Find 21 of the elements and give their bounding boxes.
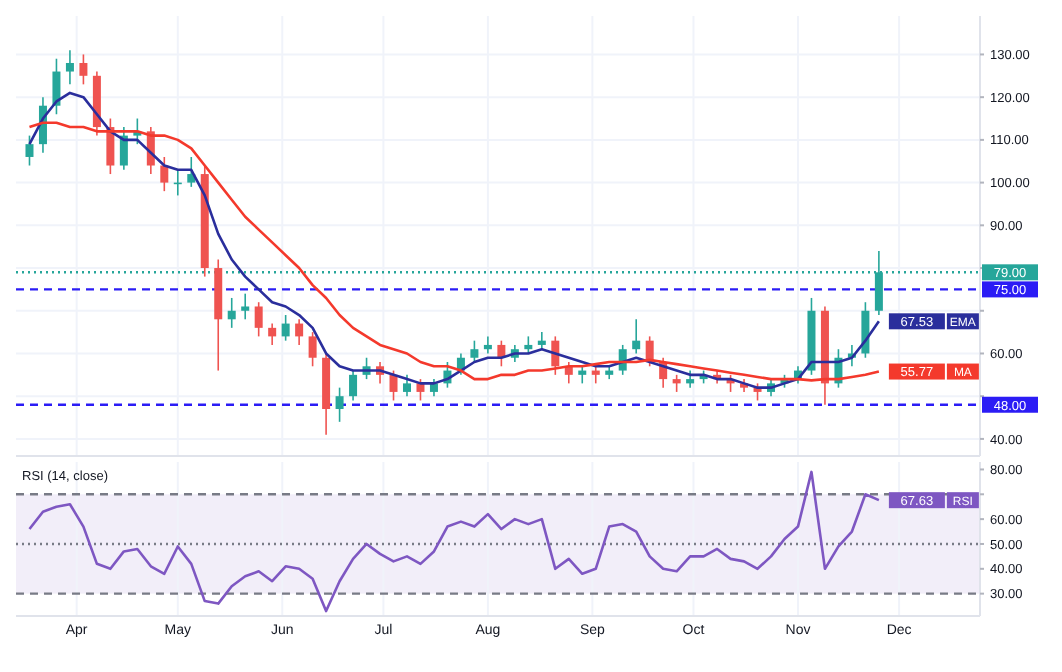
candlestick — [52, 57, 61, 116]
candlestick — [470, 339, 479, 363]
candlestick — [632, 318, 641, 355]
candlestick — [241, 292, 250, 321]
candlestick — [160, 156, 169, 192]
candlestick — [65, 49, 74, 86]
candlestick — [295, 318, 304, 346]
candlestick — [281, 314, 290, 342]
candlestick — [308, 331, 317, 368]
candlestick — [389, 369, 398, 402]
candlestick — [483, 335, 492, 355]
candlestick — [227, 297, 236, 329]
candlestick — [254, 301, 263, 338]
candlestick — [187, 156, 196, 188]
candlestick — [119, 126, 128, 171]
candlestick — [402, 374, 411, 397]
candlestick — [25, 134, 34, 167]
candlestick — [335, 386, 344, 423]
candlestick — [79, 53, 88, 86]
candlestick — [349, 369, 358, 402]
candlestick — [268, 322, 277, 346]
